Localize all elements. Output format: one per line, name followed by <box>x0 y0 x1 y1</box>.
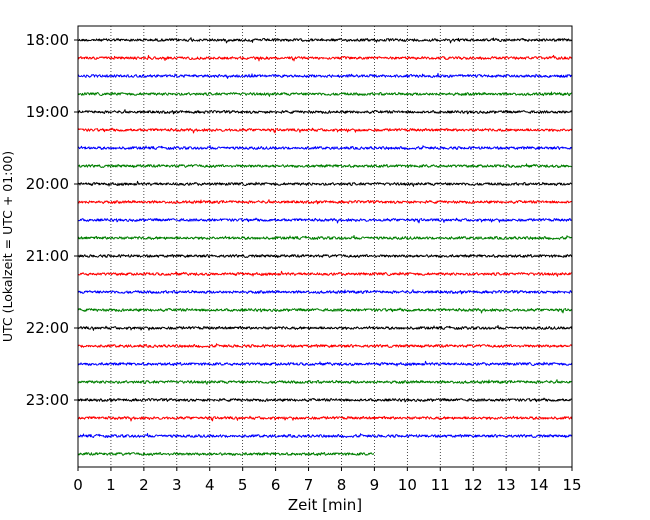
trace-2330 <box>77 433 573 438</box>
x-tick-label: 10 <box>398 476 417 494</box>
trace-layer <box>77 37 573 456</box>
x-tick-label: 6 <box>271 476 281 494</box>
x-tick-label: 12 <box>464 476 483 494</box>
x-tick-label: 11 <box>431 476 450 494</box>
trace-1945 <box>77 163 573 169</box>
trace-2300 <box>77 397 573 403</box>
x-tick-label: 0 <box>73 476 83 494</box>
trace-1845 <box>77 91 573 97</box>
trace-1800 <box>77 37 573 44</box>
trace-2145 <box>77 307 573 314</box>
trace-2000 <box>77 180 573 187</box>
trace-2100 <box>77 254 573 258</box>
x-tick-label: 13 <box>497 476 516 494</box>
y-tick-label: 21:00 <box>26 247 69 265</box>
trace-1900 <box>77 109 573 115</box>
y-tick-label: 19:00 <box>26 103 69 121</box>
x-tick-label: 4 <box>205 476 215 494</box>
y-tick-label: 18:00 <box>26 31 69 49</box>
x-axis-ticks: 0 1 2 3 4 5 6 7 8 9 10 11 12 13 14 15 <box>73 467 582 494</box>
x-tick-label: 15 <box>562 476 581 494</box>
plot-frame <box>77 25 573 468</box>
x-tick-label: 7 <box>304 476 314 494</box>
x-axis-label: Zeit [min] <box>288 496 362 514</box>
y-tick-label: 23:00 <box>26 391 69 409</box>
x-tick-label: 3 <box>172 476 182 494</box>
x-tick-label: 5 <box>238 476 248 494</box>
trace-2230 <box>77 360 573 367</box>
trace-2345 <box>77 452 375 456</box>
trace-2245 <box>77 379 573 385</box>
x-tick-label: 2 <box>139 476 149 494</box>
x-tick-label: 8 <box>337 476 347 494</box>
y-tick-label: 20:00 <box>26 175 69 193</box>
x-tick-label: 1 <box>106 476 116 494</box>
trace-2130 <box>77 289 573 295</box>
trace-2315 <box>77 415 573 422</box>
trace-1830 <box>77 72 573 79</box>
trace-2115 <box>77 270 573 277</box>
y-tick-label: 22:00 <box>26 319 69 337</box>
trace-1815 <box>77 54 573 62</box>
trace-2015 <box>77 199 573 205</box>
trace-2045 <box>77 235 573 240</box>
trace-2200 <box>77 325 573 331</box>
x-tick-label: 9 <box>370 476 380 494</box>
y-axis-ticks: 18:00 19:00 20:00 21:00 22:00 23:00 <box>26 31 78 409</box>
trace-2215 <box>77 343 573 348</box>
x-tick-label: 14 <box>530 476 549 494</box>
trace-2030 <box>77 217 573 224</box>
trace-1930 <box>77 145 573 150</box>
trace-1915 <box>77 127 573 134</box>
y-axis-label: UTC (Lokalzeit = UTC + 01:00) <box>0 151 15 342</box>
